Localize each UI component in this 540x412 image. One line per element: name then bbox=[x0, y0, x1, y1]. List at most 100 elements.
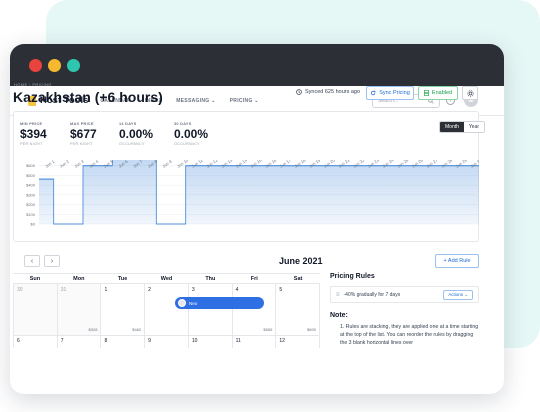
calendar-day-number: 5 bbox=[279, 287, 283, 293]
enabled-toggle-button[interactable]: Enabled bbox=[418, 86, 458, 100]
toggle-month[interactable]: Month bbox=[440, 122, 464, 132]
calendar-day[interactable]: 5 $600 bbox=[276, 284, 321, 335]
price-step-5[interactable] bbox=[97, 165, 113, 167]
rule-content: ≡ -40% gradually for 7 days bbox=[336, 292, 400, 298]
calendar-day[interactable]: 31 $928 bbox=[57, 284, 102, 335]
calendar-day[interactable]: 4 $565 bbox=[233, 284, 277, 335]
x-tick-label: Jun 17 bbox=[279, 160, 293, 169]
nav-pricing[interactable]: PRICING ⌄ bbox=[229, 97, 259, 104]
price-step-23[interactable] bbox=[361, 165, 377, 167]
calendar-next-button[interactable]: › bbox=[44, 255, 60, 267]
y-tick-label: $600 bbox=[26, 163, 36, 168]
price-step-21[interactable] bbox=[332, 165, 347, 167]
price-step-3[interactable] bbox=[68, 223, 83, 225]
price-area bbox=[39, 160, 479, 224]
stat-30-day-occupancy: 30 DAYS 0.00% OCCUPANCY bbox=[174, 122, 208, 146]
add-rule-button[interactable]: + Add Rule bbox=[435, 254, 479, 268]
calendar-day[interactable]: 3 bbox=[189, 284, 233, 335]
settings-button[interactable] bbox=[462, 86, 478, 100]
price-step-15[interactable] bbox=[244, 165, 259, 167]
calendar-day[interactable]: 10 bbox=[189, 336, 233, 348]
price-step-1[interactable] bbox=[39, 178, 54, 180]
logo-icon bbox=[28, 95, 36, 106]
stat-value: $394 bbox=[20, 127, 47, 141]
price-step-9[interactable] bbox=[156, 223, 171, 225]
stat-label: MIN PRICE bbox=[20, 122, 43, 126]
x-tick-label: Jun 5 bbox=[103, 160, 115, 169]
nav-calendar[interactable]: CALENDAR bbox=[100, 97, 131, 104]
nav-inbox[interactable]: INBOX bbox=[144, 97, 163, 104]
stat-label: 14 DAYS bbox=[119, 122, 137, 126]
weekday: Thu bbox=[205, 276, 216, 282]
price-step-27[interactable] bbox=[420, 165, 435, 167]
calendar-day-price: $600 bbox=[307, 327, 317, 332]
price-step-4[interactable] bbox=[83, 165, 98, 167]
x-tick-label: Jun 28 bbox=[440, 160, 454, 169]
calendar-day-number: 31 bbox=[60, 287, 67, 293]
x-tick-label: Jun 27 bbox=[425, 160, 439, 169]
price-step-2[interactable] bbox=[53, 223, 69, 225]
calendar-day-number: 2 bbox=[148, 287, 151, 293]
toggle-year[interactable]: Year bbox=[463, 122, 485, 132]
calendar-day-number: 30 bbox=[17, 287, 23, 293]
booking-bar[interactable]: Neo bbox=[175, 297, 264, 309]
brand-logo[interactable]: Host Tools bbox=[28, 95, 88, 106]
price-step-17[interactable] bbox=[273, 165, 289, 167]
window-titlebar bbox=[10, 44, 504, 86]
calendar-day[interactable]: 1 $462 bbox=[101, 284, 146, 335]
calendar-day-number: 4 bbox=[235, 287, 239, 293]
stat-min-price: MIN PRICE $394 PER NIGHT bbox=[20, 122, 47, 146]
price-step-11[interactable] bbox=[185, 165, 201, 167]
calendar-day[interactable]: 9 bbox=[145, 336, 189, 348]
calendar-day[interactable]: 8 bbox=[101, 336, 146, 348]
price-step-20[interactable] bbox=[317, 165, 333, 167]
stat-label: 30 DAYS bbox=[174, 122, 192, 126]
stat-14-day-occupancy: 14 DAYS 0.00% OCCUPANCY bbox=[119, 122, 153, 146]
price-step-28[interactable] bbox=[435, 165, 450, 167]
x-tick-label: Jun 13 bbox=[220, 160, 234, 169]
price-step-26[interactable] bbox=[405, 165, 421, 167]
sync-status: Synced 625 hours ago bbox=[296, 89, 360, 95]
price-step-19[interactable] bbox=[303, 165, 318, 167]
weekday: Fri bbox=[250, 276, 258, 282]
nav-messaging[interactable]: MESSAGING ⌄ bbox=[176, 97, 216, 104]
x-tick-label: Jun 2 bbox=[59, 160, 71, 169]
price-step-25[interactable] bbox=[391, 165, 406, 167]
zoom-dot[interactable] bbox=[67, 58, 80, 72]
price-step-10[interactable] bbox=[171, 223, 186, 225]
pricing-rule-item[interactable]: ≡ -40% gradually for 7 days Actions ⌄ bbox=[330, 286, 479, 303]
calendar-day[interactable]: 7 bbox=[58, 336, 102, 348]
price-step-16[interactable] bbox=[259, 165, 274, 167]
x-tick-label: Jun 8 bbox=[147, 160, 159, 169]
rule-actions-button[interactable]: Actions ⌄ bbox=[443, 289, 473, 300]
x-tick-label: Jun 6 bbox=[117, 160, 129, 169]
calendar-day[interactable]: 6 bbox=[13, 336, 58, 348]
drag-handle-icon[interactable]: ≡ bbox=[336, 291, 340, 298]
calendar-day[interactable]: 2 bbox=[145, 284, 189, 335]
price-step-30[interactable] bbox=[464, 165, 479, 167]
price-step-22[interactable] bbox=[347, 165, 362, 167]
price-step-13[interactable] bbox=[215, 165, 230, 167]
y-tick-label: $400 bbox=[26, 183, 36, 188]
close-dot[interactable] bbox=[29, 58, 42, 72]
stat-sub: OCCUPANCY bbox=[119, 142, 145, 146]
minimize-dot[interactable] bbox=[48, 58, 61, 72]
x-tick-label: Jun 11 bbox=[191, 160, 204, 169]
calendar-day[interactable]: 12 bbox=[276, 336, 321, 348]
price-step-24[interactable] bbox=[376, 165, 391, 167]
price-step-12[interactable] bbox=[200, 165, 215, 167]
calendar-day[interactable]: 11 bbox=[233, 336, 277, 348]
x-tick-label: Jun 14 bbox=[235, 160, 249, 169]
page-title: Kazakhstan (+6 hours) bbox=[13, 89, 163, 105]
sync-pricing-button[interactable]: Sync Pricing bbox=[366, 86, 414, 100]
pricing-rules-title: Pricing Rules bbox=[330, 273, 375, 280]
y-tick-label: $0 bbox=[31, 222, 36, 227]
calendar-day[interactable]: 30 bbox=[13, 284, 58, 335]
price-step-18[interactable] bbox=[288, 165, 303, 167]
calendar-prev-button[interactable]: ‹ bbox=[24, 255, 40, 267]
price-step-29[interactable] bbox=[449, 165, 465, 167]
price-step-14[interactable] bbox=[229, 165, 245, 167]
x-tick-label: Jun 23 bbox=[367, 160, 381, 169]
weekday: Tue bbox=[117, 276, 128, 282]
